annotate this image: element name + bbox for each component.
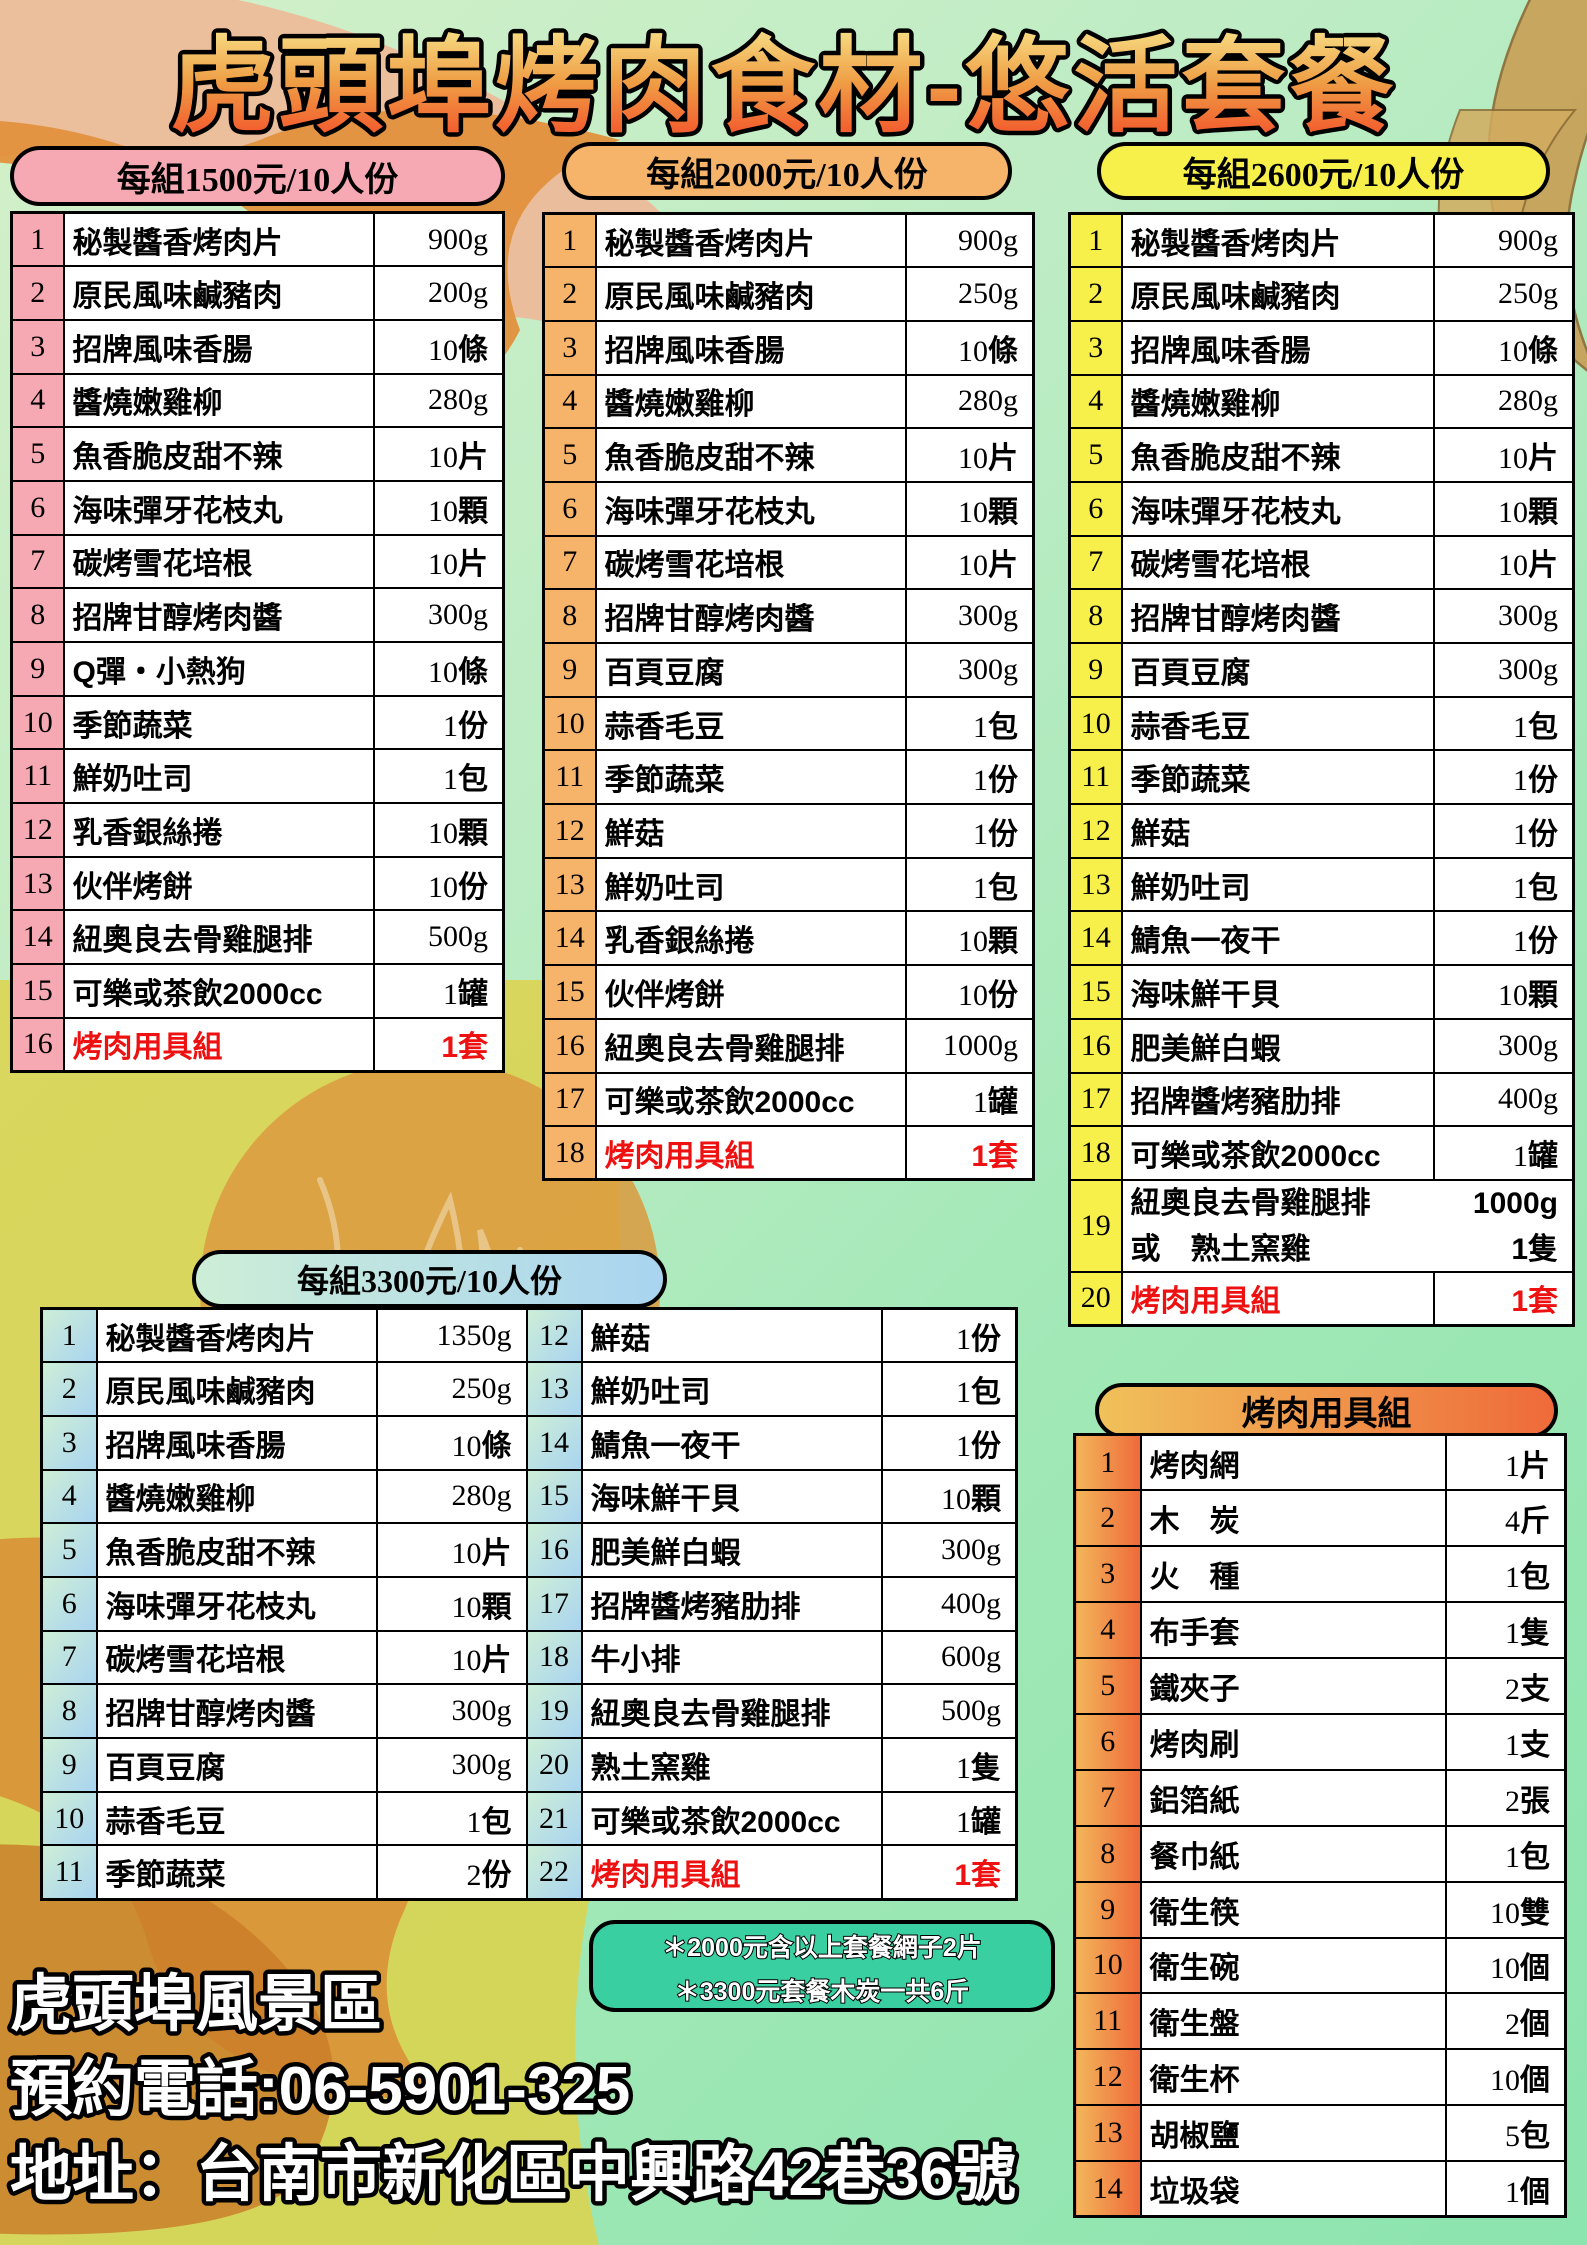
- svg-text:地址：台南市新化區中興路42巷36號: 地址：台南市新化區中興路42巷36號: [10, 2140, 1016, 2209]
- svg-text:預約電話:06-5901-325: 預約電話:06-5901-325: [10, 2055, 630, 2124]
- svg-text:虎頭埠風景區: 虎頭埠風景區: [10, 1970, 382, 2039]
- svg-text:虎頭埠烤肉食材-悠活套餐: 虎頭埠烤肉食材-悠活套餐: [171, 29, 1398, 145]
